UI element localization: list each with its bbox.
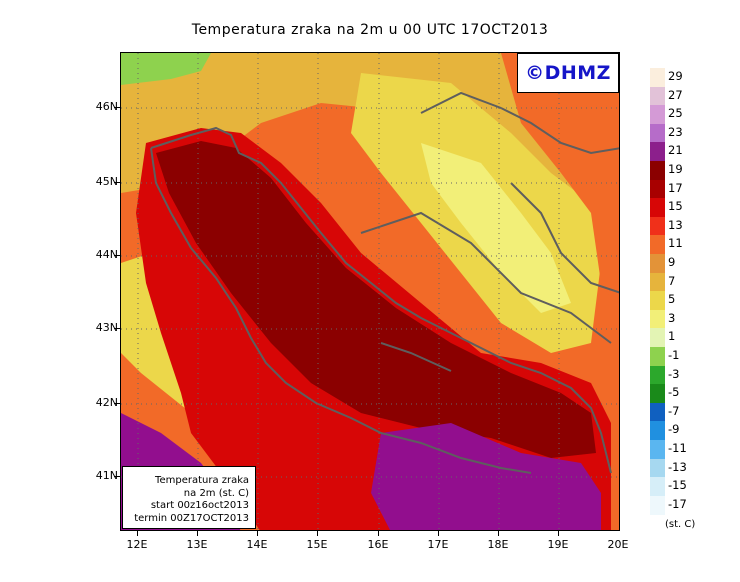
lat-tick: [114, 182, 120, 183]
lat-label-44n: 44N: [95, 248, 118, 261]
lon-tick: [438, 531, 439, 536]
lon-tick: [197, 531, 198, 536]
temperature-map: [120, 52, 620, 531]
legend-label: 19: [668, 162, 683, 176]
legend-unit: (st. C): [665, 519, 696, 530]
inland-cool-zone: [121, 53, 619, 213]
map-canvas: [121, 53, 619, 530]
lat-label-41n: 41N: [95, 469, 118, 482]
legend-swatch: [650, 458, 665, 478]
legend-label: 29: [668, 69, 683, 83]
lat-tick: [114, 403, 120, 404]
legend-label: 25: [668, 106, 683, 121]
legend-label: 9: [668, 255, 676, 269]
lon-tick: [317, 531, 318, 536]
lon-label-15e: 15E: [306, 538, 328, 551]
italian-coastline: [150, 147, 532, 474]
lat-label-42n: 42N: [95, 396, 118, 409]
info-line-3: start 00z16oct2013: [150, 500, 249, 511]
legend-swatch: [650, 86, 665, 106]
legend-swatch: [650, 254, 665, 273]
legend-swatch: [650, 179, 665, 199]
lon-label-16e: 16E: [367, 538, 389, 551]
legend-label: 27: [668, 87, 683, 102]
legend-label: -11: [668, 441, 687, 455]
legend-label: 23: [668, 124, 683, 139]
lat-label-43n: 43N: [95, 321, 118, 334]
legend-swatch: [650, 440, 665, 459]
legend-swatch: [650, 365, 665, 385]
lon-label-12e: 12E: [126, 538, 148, 551]
lon-label-20e: 20E: [607, 538, 629, 551]
legend-swatch: [650, 216, 665, 236]
legend-label: 15: [668, 199, 683, 214]
lon-tick: [558, 531, 559, 536]
info-line-1: Temperatura zraka: [155, 475, 249, 486]
lon-label-14e: 14E: [246, 538, 268, 551]
info-line-2: na 2m (st. C): [183, 487, 249, 499]
legend-label: 21: [668, 143, 683, 158]
legend-label: 3: [668, 310, 676, 325]
lon-label-17e: 17E: [427, 538, 449, 551]
bosnia-border: [360, 211, 612, 344]
lon-tick: [378, 531, 379, 536]
northern-border: [420, 91, 619, 155]
legend-label: -15: [668, 478, 687, 493]
pannonian-zone: [501, 53, 619, 310]
legend-label: -5: [668, 385, 680, 400]
legend-swatch: [650, 347, 665, 366]
legend-swatch: [650, 272, 665, 292]
lat-lon-grid: [121, 53, 619, 530]
info-line-4: termin 00Z17OCT2013: [134, 512, 249, 524]
lat-tick: [114, 328, 120, 329]
legend-label: 11: [668, 236, 683, 251]
legend-swatch: [650, 328, 665, 348]
lat-label-45n: 45N: [95, 175, 118, 188]
legend-swatch: [650, 384, 665, 404]
adriatic-sea: [156, 141, 596, 458]
run-info-box: Temperatura zraka na 2m (st. C) start 00…: [122, 466, 256, 529]
legend-swatch: [650, 105, 665, 125]
legend-label: 1: [668, 329, 676, 344]
legend-swatch: [650, 68, 665, 87]
lon-tick: [137, 531, 138, 536]
legend-label: 13: [668, 217, 683, 232]
lon-tick: [498, 531, 499, 536]
legend-swatch: [650, 495, 665, 515]
lon-label-18e: 18E: [487, 538, 509, 551]
legend-label: -3: [668, 366, 680, 381]
legend-swatch: [650, 142, 665, 162]
lat-label-46n: 46N: [95, 100, 118, 113]
legend-swatch: [650, 161, 665, 180]
map-title: Temperatura zraka na 2m u 00 UTC 17OCT20…: [191, 22, 549, 38]
lon-label-13e: 13E: [186, 538, 208, 551]
legend-swatch: [650, 123, 665, 143]
highland-zone: [421, 143, 571, 313]
legend-swatch: [650, 421, 665, 441]
lon-tick: [257, 531, 258, 536]
legend-label: 17: [668, 180, 683, 195]
legend-swatch: [650, 309, 665, 329]
legend-label: -17: [668, 496, 687, 511]
legend-swatch: [650, 198, 665, 218]
legend-label: -13: [668, 459, 687, 474]
lat-tick: [114, 255, 120, 256]
legend-label: -7: [668, 403, 680, 418]
dhmz-logo: ©DHMZ: [517, 53, 619, 93]
legend-swatch: [650, 291, 665, 311]
island-outline: [380, 342, 452, 372]
legend-swatch: [650, 477, 665, 497]
legend-label: 7: [668, 273, 676, 288]
legend-label: -9: [668, 422, 680, 437]
lat-tick: [114, 107, 120, 108]
legend-label: 5: [668, 292, 676, 307]
alps-cold-zone: [121, 53, 211, 85]
lat-tick: [114, 476, 120, 477]
legend-swatch: [650, 235, 665, 255]
legend-swatch: [650, 402, 665, 422]
legend-label: -1: [668, 348, 680, 362]
lon-label-19e: 19E: [547, 538, 569, 551]
eastern-coastline: [150, 126, 612, 474]
serbia-border: [510, 182, 619, 294]
